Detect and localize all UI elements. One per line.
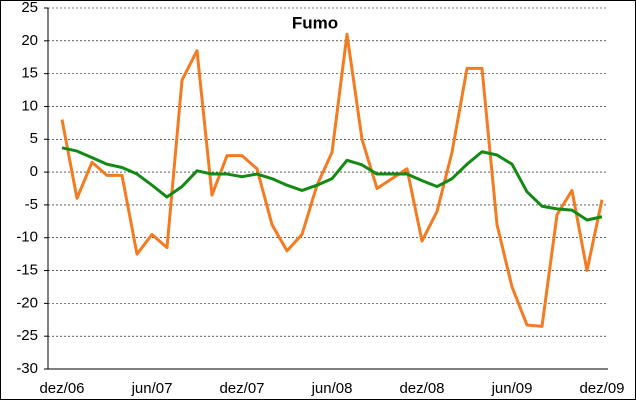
x-tick-label: dez/07 (219, 380, 264, 397)
y-tick-label: 20 (21, 32, 38, 49)
x-tick-label: jun/07 (131, 380, 173, 397)
y-tick-label: -15 (16, 262, 38, 279)
x-tick-label: dez/06 (39, 380, 84, 397)
x-tick-label: jun/09 (491, 380, 533, 397)
y-tick-label: -20 (16, 294, 38, 311)
x-tick-label: dez/08 (399, 380, 444, 397)
y-tick-label: 10 (21, 97, 38, 114)
y-tick-label: 25 (21, 0, 38, 16)
y-tick-label: 5 (30, 130, 38, 147)
data-line (60, 32, 604, 328)
y-tick-label: -25 (16, 327, 38, 344)
title-background (287, 12, 343, 34)
y-tick-label: 0 (30, 163, 38, 180)
chart-title: Fumo (292, 13, 338, 32)
x-tick-label: jun/08 (311, 380, 353, 397)
y-tick-label: -5 (25, 196, 38, 213)
y-tick-label: -10 (16, 229, 38, 246)
y-tick-label: 15 (21, 65, 38, 82)
y-tick-label: -30 (16, 360, 38, 377)
data-line (61, 146, 603, 222)
x-tick-label: dez/09 (579, 380, 624, 397)
